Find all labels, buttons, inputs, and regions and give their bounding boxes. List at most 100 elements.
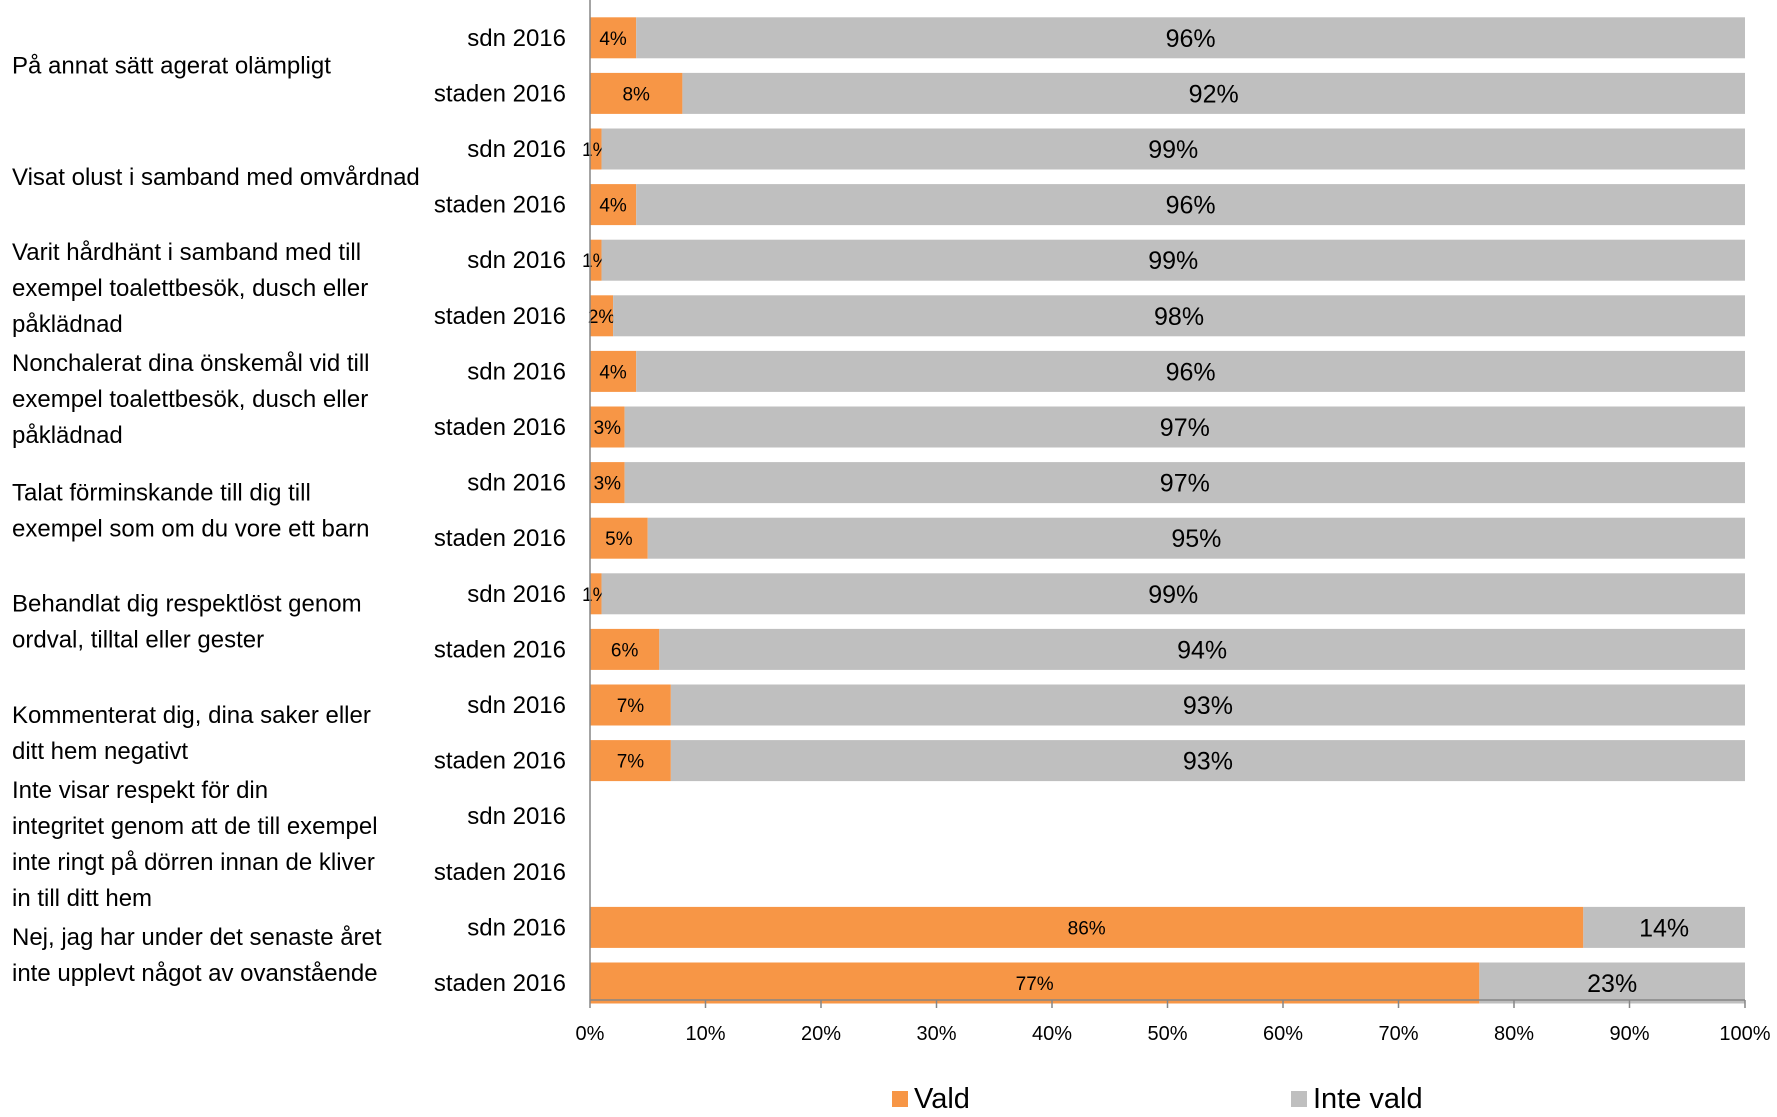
- category-label-line: in till ditt hem: [12, 885, 152, 912]
- data-label-vald: 5%: [605, 529, 633, 550]
- category-label-line: Inte visar respekt för din: [12, 777, 268, 804]
- data-label-inte-vald: 97%: [1160, 470, 1210, 498]
- data-label-vald: 3%: [594, 418, 622, 439]
- data-label-vald: 77%: [1016, 974, 1054, 995]
- bar-segment-vald: [590, 239, 602, 281]
- data-label-vald: 2%: [588, 307, 616, 328]
- data-label-vald: 4%: [599, 29, 627, 50]
- bar-segment-inte-vald: [601, 573, 1745, 615]
- data-label-inte-vald: 96%: [1166, 192, 1216, 220]
- bar-segment-inte-vald: [601, 128, 1745, 170]
- bar-segment-vald: [590, 184, 637, 226]
- bar-segment-vald: [590, 740, 671, 782]
- row-label: sdn 2016: [467, 803, 566, 830]
- bar-segment-inte-vald: [1583, 906, 1745, 948]
- row-label: sdn 2016: [467, 470, 566, 497]
- category-label: På annat sätt agerat olämpligt: [12, 53, 331, 80]
- data-label-inte-vald: 95%: [1171, 525, 1221, 553]
- category-label-line: Varit hårdhänt i samband med till: [12, 239, 361, 266]
- data-label-inte-vald: 94%: [1177, 636, 1227, 664]
- category-label: Varit hårdhänt i samband med till exempel…: [12, 239, 368, 338]
- data-label-vald: 7%: [617, 752, 645, 773]
- row-label: staden 2016: [434, 414, 566, 441]
- bar-segment-inte-vald: [1479, 962, 1745, 1004]
- bar-segment-vald: [590, 128, 602, 170]
- category-label: Talat förminskande till dig till exempel …: [12, 479, 370, 542]
- x-tick-label: 40%: [1032, 1023, 1072, 1045]
- x-tick-label: 100%: [1719, 1023, 1770, 1045]
- row-label: sdn 2016: [467, 914, 566, 941]
- x-tick-label: 30%: [916, 1023, 956, 1045]
- x-tick-label: 10%: [685, 1023, 725, 1045]
- category-label-line: påklädnad: [12, 311, 123, 338]
- x-tick-label: 90%: [1609, 1023, 1649, 1045]
- data-label-vald: 8%: [622, 84, 650, 105]
- x-tick-label: 50%: [1147, 1023, 1187, 1045]
- bar-segment-inte-vald: [624, 462, 1745, 504]
- category-label-line: Kommenterat dig, dina saker eller: [12, 702, 371, 729]
- data-label-vald: 86%: [1068, 918, 1106, 939]
- x-tick-label: 60%: [1263, 1023, 1303, 1045]
- category-label: Visat olust i samband med omvårdnad: [12, 164, 420, 191]
- row-label: staden 2016: [434, 80, 566, 107]
- row-label: staden 2016: [434, 970, 566, 997]
- category-label-line: påklädnad: [12, 422, 123, 449]
- bar-segment-inte-vald: [647, 517, 1745, 559]
- category-label-line: Nonchalerat dina önskemål vid till: [12, 350, 370, 377]
- bar-segment-inte-vald: [670, 740, 1745, 782]
- data-label-inte-vald: 23%: [1587, 970, 1637, 998]
- data-label-vald: 4%: [599, 362, 627, 383]
- data-label-inte-vald: 99%: [1148, 247, 1198, 275]
- bar-segment-inte-vald: [682, 72, 1745, 114]
- data-label-inte-vald: 93%: [1183, 692, 1233, 720]
- bar-segment-inte-vald: [659, 628, 1745, 670]
- category-label: Kommenterat dig, dina saker eller ditt he…: [12, 702, 371, 765]
- row-label: staden 2016: [434, 192, 566, 219]
- bar-segment-vald: [590, 295, 614, 337]
- bar-segment-inte-vald: [624, 406, 1745, 448]
- data-label-inte-vald: 97%: [1160, 414, 1210, 442]
- row-label: staden 2016: [434, 748, 566, 775]
- row-label: sdn 2016: [467, 247, 566, 274]
- legend-label: Inte vald: [1313, 1083, 1423, 1115]
- category-label: Behandlat dig respektlöst genom ordval, t…: [12, 591, 362, 654]
- bar-segment-inte-vald: [670, 684, 1745, 726]
- bar-segment-vald: [590, 628, 660, 670]
- bar-segment-vald: [590, 462, 625, 504]
- x-tick-label: 80%: [1494, 1023, 1534, 1045]
- data-label-inte-vald: 99%: [1148, 136, 1198, 164]
- category-label-line: integritet genom att de till exempel: [12, 813, 378, 840]
- data-label-vald: 6%: [611, 640, 639, 661]
- category-label-line: inte upplevt något av ovanstående: [12, 960, 378, 987]
- bar-segment-vald: [590, 573, 602, 615]
- row-label: sdn 2016: [467, 136, 566, 163]
- row-label: sdn 2016: [467, 581, 566, 608]
- data-label-inte-vald: 96%: [1166, 25, 1216, 53]
- category-label-line: Visat olust i samband med omvårdnad: [12, 164, 420, 191]
- category-label: Nej, jag har under det senaste året inte …: [12, 924, 382, 987]
- row-label: staden 2016: [434, 636, 566, 663]
- row-label: sdn 2016: [467, 358, 566, 385]
- category-label-line: exempel toalettbesök, dusch eller: [12, 386, 368, 413]
- bar-segment-vald: [590, 350, 637, 392]
- bar-segment-inte-vald: [636, 184, 1746, 226]
- category-label: Nonchalerat dina önskemål vid till exempe…: [12, 350, 370, 449]
- legend-label: Vald: [914, 1083, 970, 1115]
- bar-segment-vald: [590, 72, 683, 114]
- row-label: staden 2016: [434, 303, 566, 330]
- bar-segment-inte-vald: [636, 17, 1746, 59]
- data-label-inte-vald: 14%: [1639, 914, 1689, 942]
- category-label-line: Talat förminskande till dig till: [12, 479, 311, 506]
- legend-swatch: [1291, 1091, 1307, 1107]
- data-label-inte-vald: 98%: [1154, 303, 1204, 331]
- data-label-inte-vald: 96%: [1166, 358, 1216, 386]
- data-label-vald: 4%: [599, 196, 627, 217]
- bar-segment-inte-vald: [613, 295, 1745, 337]
- category-label-line: inte ringt på dörren innan de kliver: [12, 849, 375, 876]
- x-tick-label: 0%: [576, 1023, 605, 1045]
- category-label-line: På annat sätt agerat olämpligt: [12, 53, 331, 80]
- data-label-inte-vald: 99%: [1148, 581, 1198, 609]
- bar-segment-inte-vald: [601, 239, 1745, 281]
- bar-segment-vald: [590, 517, 648, 559]
